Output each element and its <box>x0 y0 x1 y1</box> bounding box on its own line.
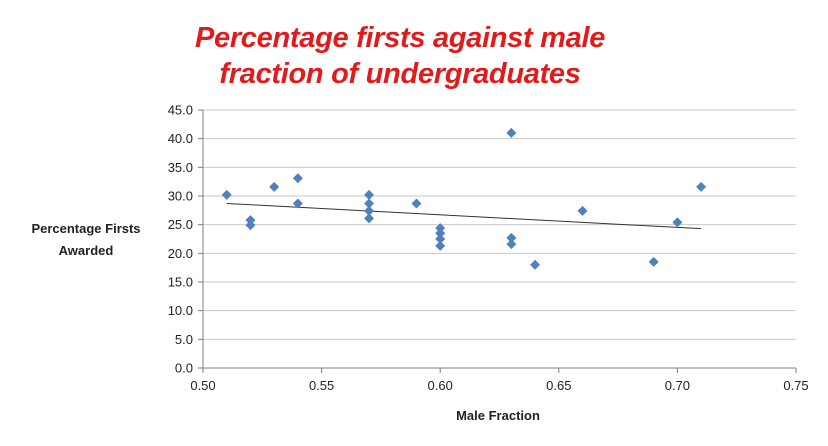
trendline <box>226 202 702 230</box>
x-tick-label: 0.55 <box>309 378 334 393</box>
data-point <box>435 234 446 244</box>
y-axis-label-line-1: Percentage Firsts <box>31 221 140 236</box>
axes <box>198 109 797 373</box>
data-point <box>364 198 375 209</box>
x-tick-label: 0.70 <box>665 378 690 393</box>
data-point <box>245 215 256 226</box>
data-point <box>696 181 707 192</box>
data-point <box>411 198 422 209</box>
y-tick-label: 45.0 <box>168 103 193 118</box>
y-tick-label: 25.0 <box>168 217 193 232</box>
data-point <box>292 198 303 209</box>
data-point <box>648 256 659 267</box>
data-point <box>245 220 256 231</box>
y-tick-labels: 0.0 5.0 10.0 15.0 20.0 25.0 30.0 35.0 40.0 45.0 <box>168 103 193 376</box>
data-point <box>292 173 303 184</box>
y-tick-label: 40.0 <box>168 131 193 146</box>
y-tick-label: 20.0 <box>168 246 193 261</box>
x-tick-label: 0.75 <box>783 378 808 393</box>
data-points <box>221 127 707 270</box>
gridlines <box>203 109 796 340</box>
data-point <box>364 205 375 216</box>
data-point <box>506 232 517 243</box>
data-point <box>221 189 232 200</box>
chart-title-line-1: Percentage firsts against male <box>194 22 606 54</box>
y-tick-label: 5.0 <box>175 332 193 347</box>
y-tick-label: 30.0 <box>168 189 193 204</box>
data-point <box>364 189 375 200</box>
trendline-layer <box>226 202 702 230</box>
x-tick-labels: 0.50 0.55 0.60 0.65 0.70 0.75 <box>190 378 808 393</box>
x-tick-label: 0.50 <box>190 378 215 393</box>
chart-title-line-2: fraction of undergraduates <box>219 58 581 90</box>
data-point <box>269 181 280 192</box>
data-point <box>506 127 517 138</box>
y-tick-label: 15.0 <box>168 275 193 290</box>
data-point <box>530 259 541 270</box>
x-axis-label: Male Fraction <box>456 408 540 423</box>
y-tick-label: 0.0 <box>175 361 193 376</box>
data-point <box>435 240 446 251</box>
y-tick-label: 35.0 <box>168 160 193 175</box>
data-point <box>577 205 588 216</box>
data-point <box>364 213 375 224</box>
data-point <box>506 239 517 250</box>
data-point <box>672 217 683 228</box>
y-tick-label: 10.0 <box>168 303 193 318</box>
data-point <box>435 223 446 234</box>
y-axis-label-line-2: Awarded <box>59 243 114 258</box>
x-tick-label: 0.65 <box>546 378 571 393</box>
x-tick-label: 0.60 <box>428 378 453 393</box>
data-point <box>435 228 446 239</box>
